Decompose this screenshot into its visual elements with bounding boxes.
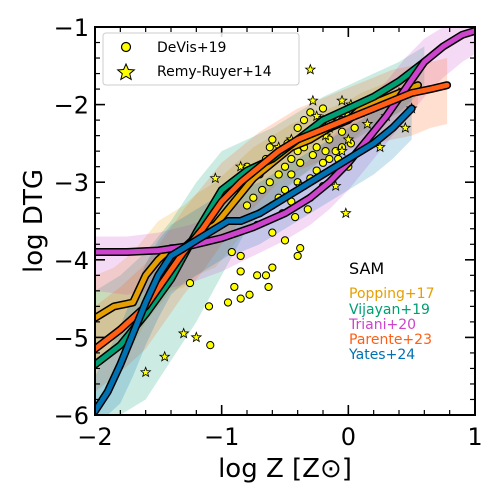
y-tick-label: −2 xyxy=(54,92,89,120)
point-remy-ruyer-14 xyxy=(139,366,152,378)
model-lines xyxy=(95,27,475,415)
point-remy-ruyer-14 xyxy=(361,117,374,129)
point-devis-19 xyxy=(299,116,309,125)
y-axis-label: log DTG xyxy=(19,169,49,273)
point-devis-19 xyxy=(293,251,302,261)
point-remy-ruyer-14 xyxy=(304,63,317,75)
point-devis-19 xyxy=(264,282,273,292)
plot-frame xyxy=(94,26,476,416)
x-axis-label: log Z [Z⊙] xyxy=(218,454,352,484)
point-devis-19 xyxy=(296,158,305,167)
point-remy-ruyer-14 xyxy=(339,207,352,219)
point-devis-19 xyxy=(265,143,274,152)
sam-label-parente: Parente+23 xyxy=(349,332,432,348)
point-devis-19 xyxy=(280,236,290,245)
point-devis-19 xyxy=(261,271,271,280)
sam-label-vijayan: Vijayan+19 xyxy=(349,302,430,318)
y-tick-label: −4 xyxy=(54,247,89,275)
legend-label-devis: DeVis+19 xyxy=(157,40,226,56)
point-devis-19 xyxy=(287,170,296,179)
sam-labels: SAM Popping+17 Vijayan+19 Triani+20 Pare… xyxy=(348,259,434,363)
point-devis-19 xyxy=(291,213,300,222)
tick-labels: −2 −1 0 1 −6 −5 −4 −3 −2 −1 xyxy=(54,14,483,451)
band-parente-23 xyxy=(95,58,448,392)
point-devis-19 xyxy=(245,290,254,299)
point-devis-19 xyxy=(204,302,214,311)
point-devis-19 xyxy=(308,150,317,160)
point-devis-19 xyxy=(306,108,315,117)
point-remy-ruyer-14 xyxy=(158,350,171,362)
point-devis-19 xyxy=(185,278,195,288)
sam-label-popping: Popping+17 xyxy=(349,286,434,302)
y-tick-label: −6 xyxy=(54,402,89,430)
legend-circle-icon xyxy=(120,41,132,53)
point-devis-19 xyxy=(280,162,290,171)
point-devis-19 xyxy=(242,201,252,210)
sam-heading: SAM xyxy=(349,259,384,278)
point-devis-19 xyxy=(227,247,236,257)
point-remy-ruyer-14 xyxy=(336,94,348,106)
legend-box xyxy=(102,32,300,86)
point-remy-ruyer-14 xyxy=(336,145,348,157)
line-yates-24 xyxy=(95,106,415,414)
point-remy-ruyer-14 xyxy=(307,94,319,106)
point-devis-19 xyxy=(318,104,328,113)
point-devis-19 xyxy=(296,244,305,253)
point-remy-ruyer-14 xyxy=(209,172,222,184)
point-devis-19 xyxy=(312,143,321,152)
point-devis-19 xyxy=(249,193,258,202)
point-remy-ruyer-14 xyxy=(342,133,355,145)
sam-label-triani: Triani+20 xyxy=(348,317,416,333)
line-parente-23 xyxy=(95,82,450,352)
sam-label-yates: Yates+24 xyxy=(348,347,415,363)
x-tick-label: 0 xyxy=(341,423,356,451)
point-devis-19 xyxy=(236,267,245,276)
point-devis-19 xyxy=(258,185,267,195)
point-devis-19 xyxy=(265,178,274,187)
legend-label-remy: Remy-Ruyer+14 xyxy=(157,64,272,80)
point-devis-19 xyxy=(325,154,334,164)
point-devis-19 xyxy=(321,147,330,156)
y-tick-label: −5 xyxy=(54,324,89,352)
point-devis-19 xyxy=(268,135,277,144)
point-devis-19 xyxy=(236,294,245,303)
y-tick-label: −3 xyxy=(54,169,89,197)
point-remy-ruyer-14 xyxy=(190,331,203,343)
point-devis-19 xyxy=(350,123,359,132)
point-devis-19 xyxy=(253,271,262,280)
x-tick-label: −1 xyxy=(204,423,239,451)
x-tick-label: −2 xyxy=(77,423,112,451)
point-remy-ruyer-14 xyxy=(399,121,412,133)
point-devis-19 xyxy=(274,170,283,179)
point-devis-19 xyxy=(293,123,302,132)
axis-ticks xyxy=(94,26,476,416)
point-devis-19 xyxy=(206,341,215,350)
point-remy-ruyer-14 xyxy=(310,110,323,122)
point-devis-19 xyxy=(318,158,328,167)
band-vijayan-19 xyxy=(95,46,425,415)
point-devis-19 xyxy=(268,263,277,272)
point-remy-ruyer-14 xyxy=(177,327,190,339)
point-devis-19 xyxy=(236,251,245,261)
point-devis-19 xyxy=(230,282,239,292)
point-devis-19 xyxy=(303,205,312,214)
legend: DeVis+19 Remy-Ruyer+14 xyxy=(102,32,300,86)
point-devis-19 xyxy=(268,228,277,237)
point-remy-ruyer-14 xyxy=(234,160,247,172)
x-tick-label: 1 xyxy=(467,423,482,451)
point-devis-19 xyxy=(223,298,233,307)
point-devis-19 xyxy=(337,127,347,136)
legend-star-icon xyxy=(116,62,136,81)
point-devis-19 xyxy=(287,154,296,164)
y-tick-label: −1 xyxy=(54,14,89,42)
